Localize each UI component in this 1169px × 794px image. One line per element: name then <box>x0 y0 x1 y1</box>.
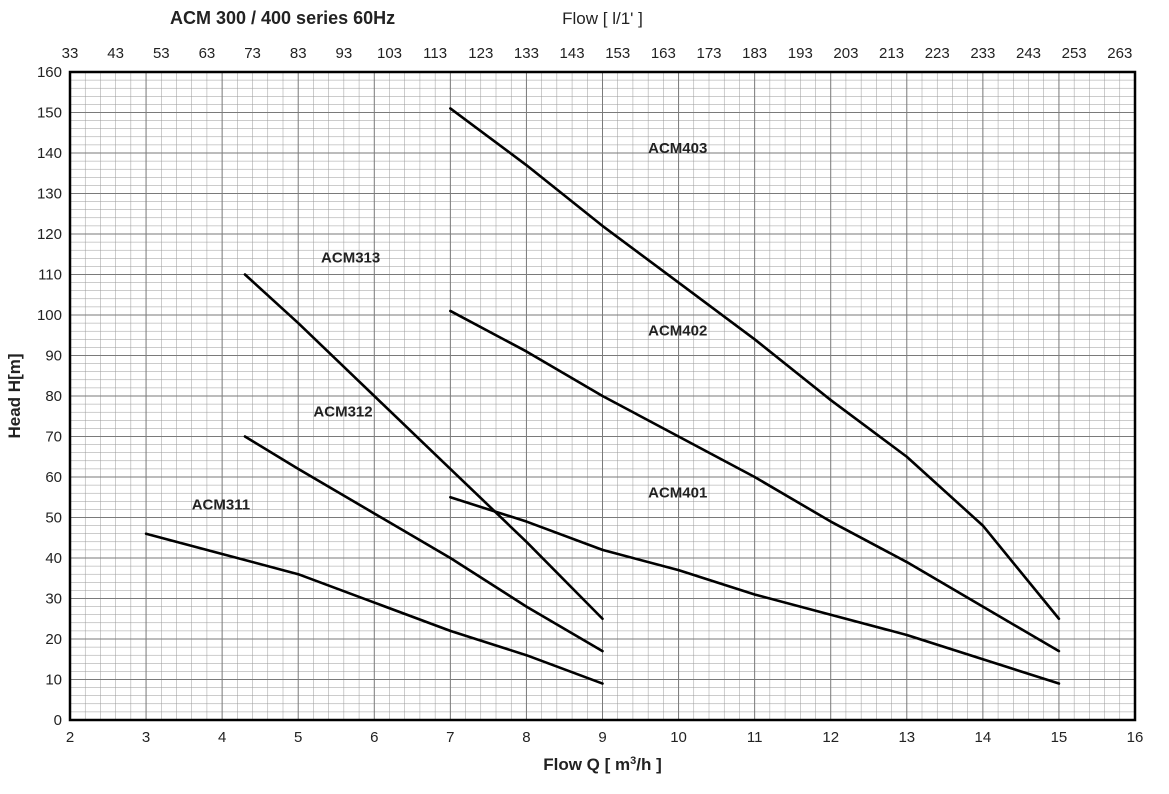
top-tick-label: 123 <box>468 45 493 62</box>
top-tick-label: 213 <box>879 45 904 62</box>
y-tick-label: 70 <box>45 429 62 446</box>
top-tick-label: 193 <box>788 45 813 62</box>
y-tick-label: 0 <box>54 712 62 729</box>
x-tick-label: 6 <box>370 729 378 746</box>
y-tick-label: 100 <box>37 307 62 324</box>
top-tick-label: 143 <box>560 45 585 62</box>
top-tick-label: 243 <box>1016 45 1041 62</box>
top-axis-label: Flow [ l/1' ] <box>562 9 643 28</box>
y-tick-label: 20 <box>45 631 62 648</box>
top-tick-label: 33 <box>62 45 79 62</box>
top-tick-label: 153 <box>605 45 630 62</box>
top-tick-label: 43 <box>107 45 124 62</box>
y-tick-label: 110 <box>38 267 62 284</box>
x-tick-label: 2 <box>66 729 74 746</box>
y-tick-label: 90 <box>45 348 62 365</box>
y-tick-label: 160 <box>37 64 62 81</box>
top-tick-label: 163 <box>651 45 676 62</box>
series-label-acm313: ACM313 <box>321 249 380 266</box>
chart-title: ACM 300 / 400 series 60Hz <box>170 8 395 28</box>
y-axis-label: Head H[m] <box>5 353 24 438</box>
x-tick-label: 11 <box>747 729 763 746</box>
top-tick-label: 73 <box>244 45 261 62</box>
series-label-acm311: ACM311 <box>192 496 250 513</box>
top-tick-label: 103 <box>377 45 402 62</box>
pump-curve-chart: ACM 300 / 400 series 60Hz Flow [ l/1' ] AC… <box>0 0 1169 794</box>
x-tick-label: 15 <box>1051 729 1068 746</box>
x-tick-label: 4 <box>218 729 226 746</box>
top-tick-label: 183 <box>742 45 767 62</box>
top-tick-label: 93 <box>336 45 353 62</box>
x-tick-label: 8 <box>522 729 530 746</box>
y-tick-label: 130 <box>37 186 62 203</box>
y-tick-label: 80 <box>45 388 62 405</box>
top-tick-label: 233 <box>970 45 995 62</box>
x-tick-label: 7 <box>446 729 454 746</box>
top-tick-label: 263 <box>1107 45 1132 62</box>
x-tick-label: 14 <box>975 729 992 746</box>
x-tick-label: 3 <box>142 729 150 746</box>
top-tick-label: 223 <box>925 45 950 62</box>
x-tick-label: 9 <box>598 729 606 746</box>
y-tick-label: 10 <box>45 672 62 689</box>
top-tick-label: 53 <box>153 45 170 62</box>
top-tick-label: 173 <box>696 45 721 62</box>
y-tick-label: 60 <box>45 469 62 486</box>
y-tick-label: 150 <box>37 105 62 122</box>
top-tick-label: 83 <box>290 45 307 62</box>
top-tick-label: 63 <box>199 45 216 62</box>
top-tick-label: 113 <box>423 45 447 62</box>
x-tick-label: 5 <box>294 729 302 746</box>
y-tick-label: 30 <box>45 591 62 608</box>
x-tick-label: 16 <box>1127 729 1144 746</box>
y-tick-label: 120 <box>37 226 62 243</box>
top-tick-label: 203 <box>833 45 858 62</box>
series-label-acm401: ACM401 <box>648 484 707 501</box>
y-tick-label: 140 <box>37 145 62 162</box>
x-tick-label: 12 <box>822 729 839 746</box>
y-tick-label: 50 <box>45 510 62 527</box>
x-axis-label: Flow Q [ m3/h ] <box>543 755 662 774</box>
x-tick-label: 13 <box>898 729 915 746</box>
x-tick-label: 10 <box>670 729 687 746</box>
series-label-acm403: ACM403 <box>648 140 707 157</box>
series-label-acm402: ACM402 <box>648 322 707 339</box>
top-tick-label: 133 <box>514 45 539 62</box>
y-tick-label: 40 <box>45 550 62 567</box>
series-label-acm312: ACM312 <box>313 403 372 420</box>
top-tick-label: 253 <box>1062 45 1087 62</box>
